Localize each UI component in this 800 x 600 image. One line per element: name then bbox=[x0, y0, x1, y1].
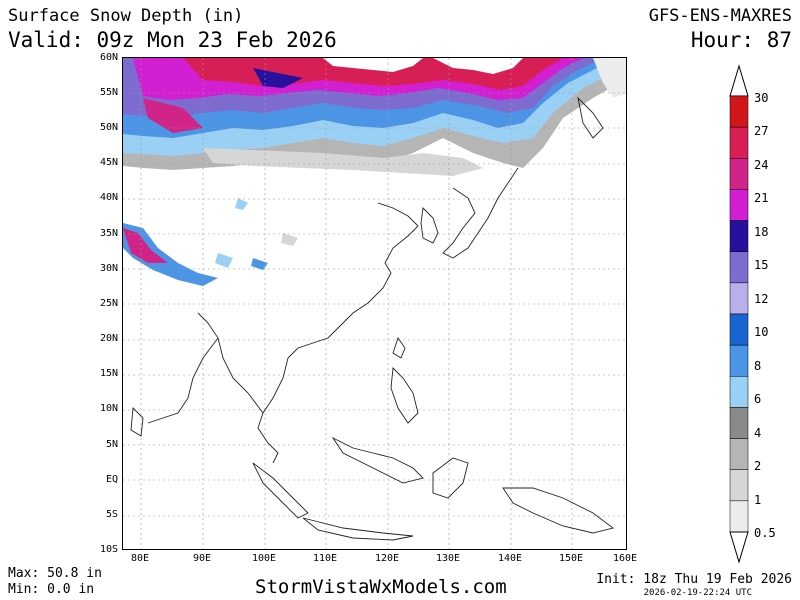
lon-label: 110E bbox=[312, 553, 338, 564]
max-value: Max: 50.8 in bbox=[8, 566, 102, 581]
colorbar-swatch bbox=[729, 344, 749, 377]
colorbar-swatch bbox=[729, 126, 749, 159]
lat-label: 40N bbox=[99, 192, 118, 203]
lat-label: 60N bbox=[99, 52, 118, 63]
colorbar-label: 30 bbox=[754, 91, 769, 105]
min-value: Min: 0.0 in bbox=[8, 582, 95, 597]
colorbar-swatch bbox=[729, 282, 749, 315]
colorbar-swatch bbox=[729, 376, 749, 408]
lon-label: 130E bbox=[435, 553, 461, 564]
graticule bbox=[123, 58, 626, 549]
render-timestamp: 2026-02-19-22:24 UTC bbox=[643, 588, 752, 598]
colorbar-swatch bbox=[729, 407, 749, 439]
colorbar-swatch bbox=[729, 95, 749, 128]
colorbar-swatches bbox=[729, 64, 749, 564]
colorbar-label: 12 bbox=[754, 292, 769, 306]
colorbar-top-arrow bbox=[729, 64, 749, 97]
colorbar-swatch bbox=[729, 469, 749, 502]
colorbar-bottom-arrow bbox=[729, 531, 749, 564]
colorbar-swatch bbox=[729, 438, 749, 470]
lat-label: 55N bbox=[99, 87, 118, 98]
lon-label: 100E bbox=[251, 553, 277, 564]
lat-label: 15N bbox=[99, 368, 118, 379]
colorbar-label: 1 bbox=[754, 493, 762, 507]
map-canvas bbox=[123, 58, 626, 549]
snow-depth-map[interactable] bbox=[122, 57, 627, 550]
forecast-hour: Hour: 87 bbox=[690, 28, 792, 52]
lat-label: 5S bbox=[105, 509, 118, 520]
lat-label: 45N bbox=[99, 157, 118, 168]
lon-label: 140E bbox=[497, 553, 523, 564]
lat-label: EQ bbox=[105, 474, 118, 485]
colorbar-swatch bbox=[729, 251, 749, 284]
colorbar-label: 24 bbox=[754, 158, 769, 172]
colorbar-label: 2 bbox=[754, 459, 762, 473]
map-title: Surface Snow Depth (in) bbox=[8, 6, 244, 26]
colorbar-label: 10 bbox=[754, 325, 769, 339]
colorbar-swatch bbox=[729, 220, 749, 252]
colorbar-swatch bbox=[729, 500, 749, 533]
colorbar: 30 27 24 21 18 15 12 10 8 6 4 2 1 0.5 bbox=[728, 64, 800, 564]
colorbar-label: 8 bbox=[754, 359, 762, 373]
lat-label: 30N bbox=[99, 263, 118, 274]
snow-field-tibet bbox=[123, 198, 298, 286]
lat-label: 10N bbox=[99, 403, 118, 414]
lat-label: 20N bbox=[99, 333, 118, 344]
lon-label: 120E bbox=[374, 553, 400, 564]
lon-label: 90E bbox=[192, 553, 212, 564]
colorbar-label: 6 bbox=[754, 392, 762, 406]
snow-field-north bbox=[123, 58, 626, 176]
colorbar-label: 15 bbox=[754, 258, 769, 272]
colorbar-label: 18 bbox=[754, 225, 769, 239]
colorbar-swatch bbox=[729, 158, 749, 190]
lat-label: 10S bbox=[99, 544, 118, 555]
colorbar-label: 27 bbox=[754, 124, 769, 138]
lat-label: 25N bbox=[99, 298, 118, 309]
colorbar-label: 4 bbox=[754, 426, 762, 440]
colorbar-label: 0.5 bbox=[754, 526, 776, 540]
site-name: StormVistaWxModels.com bbox=[255, 576, 507, 598]
valid-time: Valid: 09z Mon 23 Feb 2026 bbox=[8, 28, 337, 52]
lon-label: 160E bbox=[612, 553, 638, 564]
lat-label: 50N bbox=[99, 122, 118, 133]
lon-label: 80E bbox=[130, 553, 150, 564]
model-name: GFS-ENS-MAXRES bbox=[648, 6, 792, 26]
lat-label: 5N bbox=[105, 439, 118, 450]
colorbar-swatch bbox=[729, 313, 749, 346]
coastlines bbox=[130, 96, 615, 541]
colorbar-label: 21 bbox=[754, 191, 769, 205]
lon-label: 150E bbox=[558, 553, 584, 564]
lat-label: 35N bbox=[99, 228, 118, 239]
colorbar-swatch bbox=[729, 189, 749, 221]
init-time: Init: 18z Thu 19 Feb 2026 bbox=[596, 572, 792, 587]
